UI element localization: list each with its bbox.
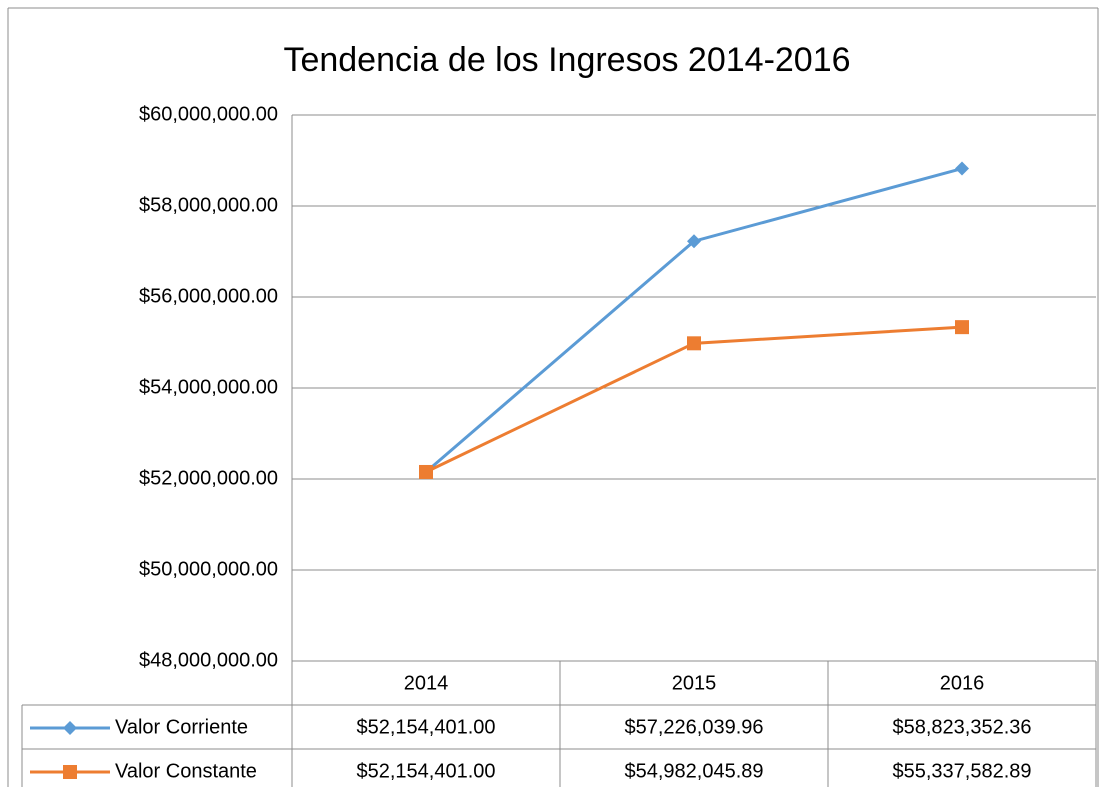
point: [419, 464, 433, 479]
table-value: $58,823,352.36: [892, 716, 1031, 738]
point: [687, 336, 701, 351]
legend-label: Valor Corriente: [115, 716, 248, 738]
x-tick-label: 2016: [940, 672, 985, 694]
series-line: [425, 167, 963, 474]
y-tick-label: $52,000,000.00: [139, 467, 278, 489]
legend-marker: [63, 765, 77, 779]
y-tick-label: $58,000,000.00: [139, 194, 278, 216]
y-tick-label: $50,000,000.00: [139, 558, 278, 580]
y-tick-label: $60,000,000.00: [139, 103, 278, 125]
y-tick-label: $56,000,000.00: [139, 285, 278, 307]
x-tick-label: 2014: [404, 672, 449, 694]
table-value: $52,154,401.00: [356, 760, 495, 782]
table-value: $52,154,401.00: [356, 716, 495, 738]
chart-title: Tendencia de los Ingresos 2014-2016: [283, 41, 850, 79]
point: [955, 320, 969, 335]
table-value: $55,337,582.89: [892, 760, 1031, 782]
legend-label: Valor Constante: [115, 760, 257, 782]
legend-marker: [63, 721, 77, 735]
table-value: $54,982,045.89: [624, 760, 763, 782]
point: [687, 234, 701, 249]
y-tick-label: $48,000,000.00: [139, 649, 278, 671]
table-value: $57,226,039.96: [624, 716, 763, 738]
y-tick-label: $54,000,000.00: [139, 376, 278, 398]
point: [955, 161, 969, 176]
x-tick-label: 2015: [672, 672, 717, 694]
